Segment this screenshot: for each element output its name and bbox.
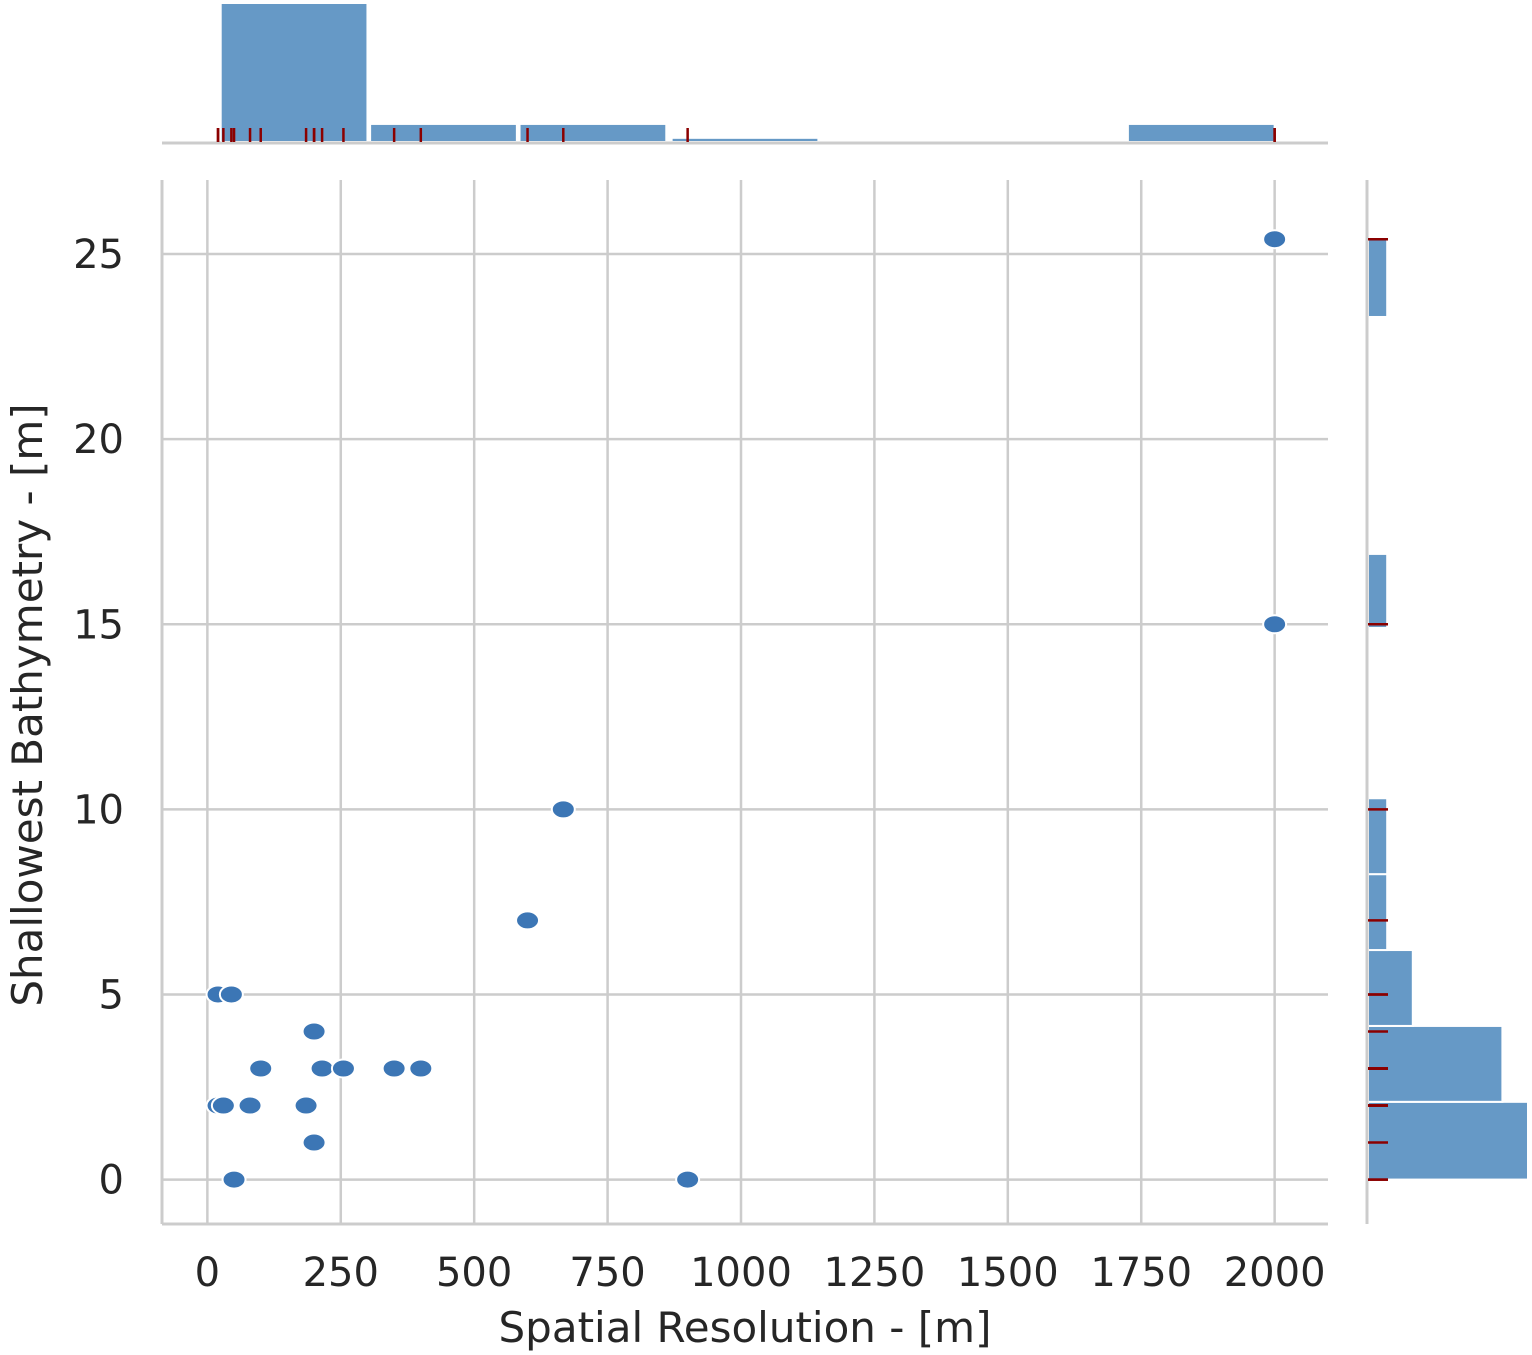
right-histogram-bar xyxy=(1367,873,1389,952)
y-tick-label: 5 xyxy=(99,972,124,1018)
x-tick-label: 250 xyxy=(303,1250,379,1296)
right-histogram-bar xyxy=(1367,1024,1504,1103)
x-tick-labels: 0 250 500 750 1000 1250 1500 1750 2000 xyxy=(195,1250,1326,1296)
y-tick-labels: 0 5 10 15 20 25 xyxy=(73,232,124,1204)
data-point xyxy=(381,1058,407,1079)
data-point xyxy=(330,1058,356,1079)
top-histogram-bar xyxy=(219,2,369,143)
right-histogram-bar xyxy=(1367,238,1389,318)
scatter-points xyxy=(205,229,1288,1190)
data-point xyxy=(675,1169,701,1190)
x-tick-label: 1750 xyxy=(1090,1250,1192,1296)
right-histogram-bar xyxy=(1367,949,1414,1027)
y-tick-label: 20 xyxy=(73,417,124,463)
x-tick-label: 1000 xyxy=(690,1250,792,1296)
x-tick-label: 1250 xyxy=(824,1250,926,1296)
data-point xyxy=(550,799,576,820)
data-point xyxy=(301,1021,327,1042)
x-tick-label: 1500 xyxy=(957,1250,1059,1296)
main-gridlines xyxy=(162,180,1328,1224)
top-histogram-bar xyxy=(518,122,668,143)
right-histogram-bar xyxy=(1367,1100,1529,1181)
data-point xyxy=(293,1095,319,1116)
x-tick-label: 2000 xyxy=(1224,1250,1326,1296)
top-marginal-histogram xyxy=(162,2,1328,145)
y-tick-label: 15 xyxy=(73,602,124,648)
data-point xyxy=(309,1058,335,1079)
right-marginal-histogram xyxy=(1365,180,1529,1224)
y-tick-label: 0 xyxy=(99,1158,124,1204)
data-point xyxy=(408,1058,434,1079)
x-tick-label: 500 xyxy=(436,1250,512,1296)
data-point xyxy=(248,1058,274,1079)
top-histogram-bar xyxy=(670,136,820,144)
y-tick-label: 25 xyxy=(73,232,124,278)
main-axes xyxy=(160,180,1328,1226)
y-axis-label: Shallowest Bathymetry - [m] xyxy=(3,403,52,1006)
data-point xyxy=(515,910,541,931)
data-point xyxy=(221,1169,247,1190)
x-tick-label: 0 xyxy=(195,1250,220,1296)
x-axis-label: Spatial Resolution - [m] xyxy=(499,1303,992,1352)
right-histogram-bar xyxy=(1367,552,1389,629)
x-tick-label: 750 xyxy=(569,1250,645,1296)
y-tick-label: 10 xyxy=(73,787,124,833)
data-point xyxy=(1262,229,1288,250)
top-histogram-bar xyxy=(369,122,518,143)
data-point xyxy=(218,984,244,1005)
data-point xyxy=(1262,614,1288,635)
data-point xyxy=(210,1095,236,1116)
top-histogram-bar xyxy=(1126,122,1276,143)
data-point xyxy=(301,1132,327,1153)
data-point xyxy=(237,1095,263,1116)
